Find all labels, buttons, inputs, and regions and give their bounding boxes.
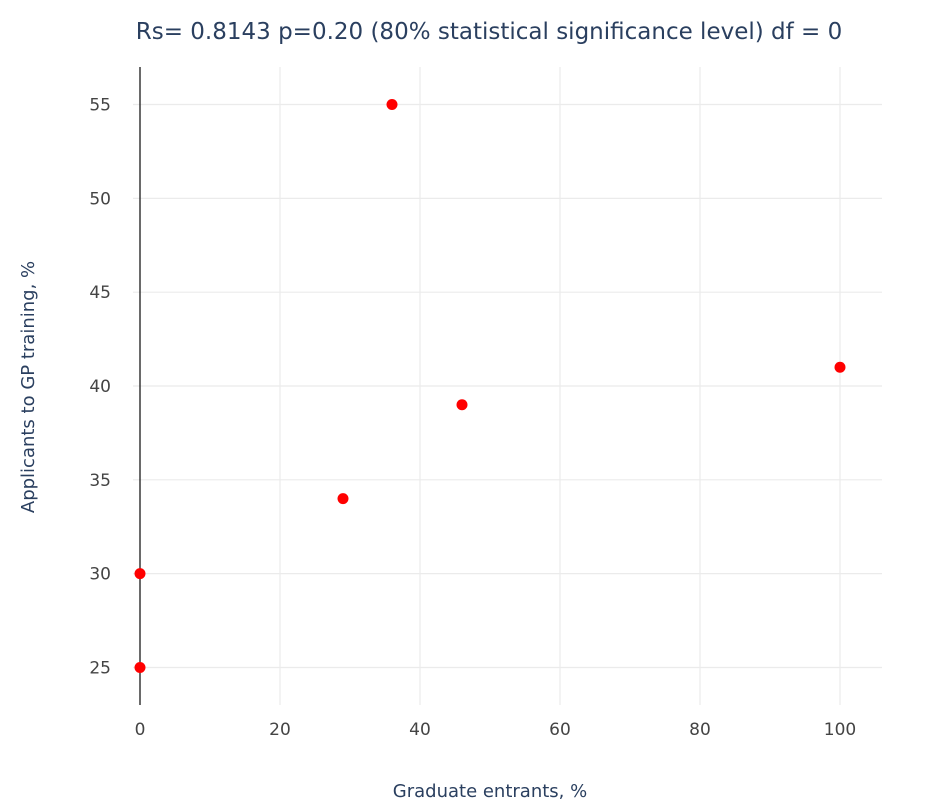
data-point <box>456 399 468 411</box>
x-tick-label: 20 <box>269 720 291 740</box>
x-tick-label: 100 <box>824 720 856 740</box>
gridlines <box>133 67 882 705</box>
data-point <box>337 493 349 505</box>
x-tick-label: 60 <box>549 720 571 740</box>
y-tick-label: 40 <box>89 377 111 397</box>
y-tick-label: 30 <box>89 565 111 585</box>
data-point <box>834 361 846 373</box>
x-tick-label: 80 <box>689 720 711 740</box>
x-tick-label: 0 <box>135 720 146 740</box>
data-point <box>134 661 146 673</box>
y-tick-label: 45 <box>89 283 111 303</box>
x-tick-label: 40 <box>409 720 431 740</box>
data-point <box>134 568 146 580</box>
y-tick-label: 50 <box>89 189 111 209</box>
y-tick-label: 35 <box>89 471 111 491</box>
data-point <box>386 99 398 111</box>
y-axis-label: Applicants to GP training, % <box>18 261 39 513</box>
y-tick-label: 55 <box>89 96 111 116</box>
chart-title: Rs= 0.8143 p=0.20 (80% statistical signi… <box>136 19 843 45</box>
tick-labels: 0 20 40 60 80 100 25 30 35 40 45 50 55 <box>89 96 856 740</box>
x-axis-label: Graduate entrants, % <box>393 781 587 802</box>
y-tick-label: 25 <box>89 658 111 678</box>
data-points <box>134 99 846 673</box>
